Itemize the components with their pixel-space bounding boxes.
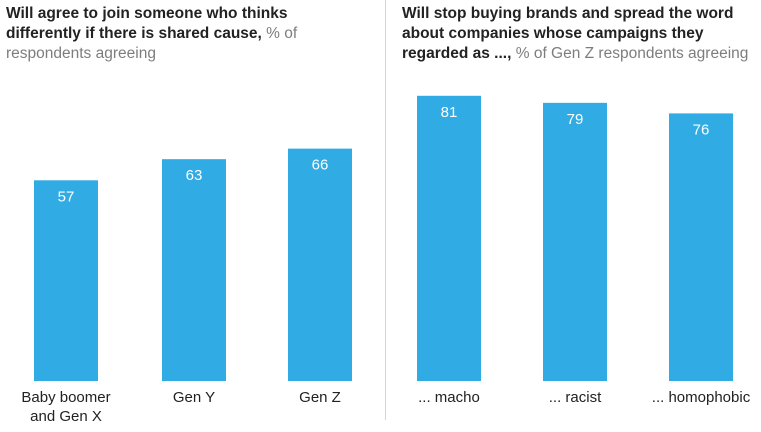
right-category-label-0: ... macho: [418, 389, 480, 406]
right-bar-value-2: 76: [693, 121, 710, 138]
left-bar-1: [162, 159, 226, 381]
chart-left-plot: 57 Baby boomer and Gen X 63 Gen Y 66 Gen Z: [21, 148, 352, 425]
right-bar-value-0: 81: [441, 104, 458, 121]
left-bar-2: [288, 148, 352, 381]
right-bar-value-1: 79: [567, 111, 584, 128]
right-category-label-1: ... racist: [549, 389, 602, 406]
left-bar-value-0: 57: [58, 188, 75, 205]
chart-right-title-main: Will stop buying brands and spread the w…: [402, 5, 734, 62]
left-category-label-0: Baby boomer and Gen X: [21, 389, 110, 425]
chart-left-subtitle: % of respondents agreeing: [6, 25, 298, 62]
panel-divider: [385, 0, 386, 420]
chart-left-title: Will agree to join someone who thinks di…: [6, 4, 336, 64]
left-bar-value-1: 63: [186, 167, 203, 184]
right-category-label-2: ... homophobic: [652, 389, 751, 406]
chart-left-title-main: Will agree to join someone who thinks di…: [6, 5, 288, 42]
right-bar-0: [417, 95, 481, 381]
left-bar-value-2: 66: [312, 157, 329, 174]
chart-right: Will stop buying brands and spread the w…: [392, 0, 761, 432]
left-category-label-1: Gen Y: [173, 389, 215, 406]
chart-right-title: Will stop buying brands and spread the w…: [402, 4, 757, 64]
chart-right-plot: 81 ... macho 79 ... racist 76 ... homophobic: [417, 95, 751, 406]
left-category-label-2: Gen Z: [299, 389, 341, 406]
right-bar-2: [669, 113, 733, 382]
left-bar-0: [34, 180, 98, 381]
chart-left: Will agree to join someone who thinks di…: [0, 0, 380, 432]
chart-right-subtitle: % of Gen Z respondents agreeing: [515, 45, 749, 62]
right-bar-1: [543, 102, 607, 381]
